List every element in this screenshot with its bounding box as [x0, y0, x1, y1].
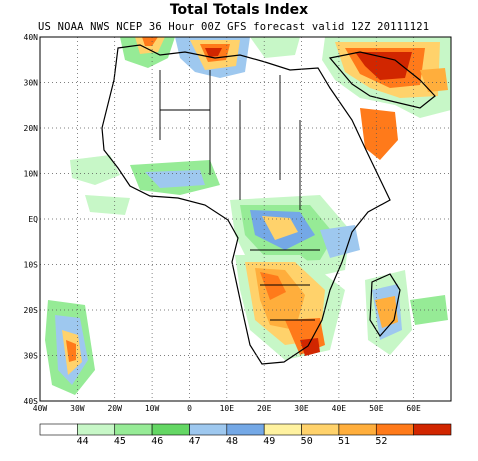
contour-westafrica-1	[70, 155, 120, 185]
colorbar-swatch	[338, 423, 377, 436]
graticule	[40, 37, 451, 401]
map-subtitle: US NOAA NWS NCEP 36 Hour 00Z GFS forecas…	[38, 21, 430, 33]
colorbar-label: 51	[338, 436, 350, 447]
contour-med-east-low	[250, 37, 300, 58]
lon-tick-label: 0	[187, 404, 192, 413]
lon-tick-label: 60E	[406, 404, 421, 413]
lon-tick-label: 20E	[257, 404, 272, 413]
madagascar-coastline	[369, 273, 401, 338]
colorbar-label: 48	[226, 436, 238, 447]
contour-iran	[420, 68, 448, 92]
lat-tick-labels: 40N 30N 20N 10N EQ 10S 20S 30S 40S	[24, 33, 39, 406]
coastline-layer	[101, 44, 436, 365]
colorbar-swatch	[114, 423, 153, 436]
colorbar-swatch	[375, 423, 414, 436]
lon-tick-label: 40E	[332, 404, 347, 413]
plot-frame	[39, 36, 452, 402]
contour-redsea	[360, 108, 398, 160]
contour-med-central-max	[205, 48, 222, 57]
colorbar-label: 49	[263, 436, 275, 447]
contour-southeast-max	[300, 338, 320, 356]
lon-tick-label: 10E	[220, 404, 235, 413]
africa-coastline	[101, 44, 391, 365]
contour-atlantic-1	[85, 195, 130, 215]
lon-tick-label: 40W	[33, 404, 48, 413]
colorbar-label: 46	[151, 436, 163, 447]
colorbar-swatch	[301, 423, 340, 436]
contour-eastafrica	[320, 225, 360, 258]
colorbar-swatch	[77, 423, 116, 436]
lat-tick-label: 40S	[24, 397, 39, 406]
colorbar-labels: 44 45 46 47 48 49 50 51 52	[77, 436, 388, 447]
lat-tick-label: 20N	[24, 124, 39, 133]
lon-tick-label: 10W	[145, 404, 160, 413]
map-title: Total Totals Index	[169, 2, 309, 18]
colorbar-swatch	[189, 423, 228, 436]
lon-tick-label: 50E	[369, 404, 384, 413]
colorbar-label: 52	[375, 436, 387, 447]
lon-tick-labels: 40W 30W 20W 10W 0 10E 20E 30E 40E 50E 60…	[33, 404, 421, 413]
colorbar-label: 47	[189, 436, 201, 447]
arabia-coastline	[328, 51, 436, 109]
lat-tick-label: 30N	[24, 79, 39, 88]
colorbar-swatch	[39, 423, 78, 436]
lat-tick-label: 10S	[24, 261, 39, 270]
contour-med-west-high	[142, 37, 158, 46]
contour-mideast-max	[355, 52, 412, 80]
lon-tick-label: 20W	[107, 404, 122, 413]
contour-central-max	[262, 216, 298, 240]
contour-madagascar-high	[375, 296, 398, 328]
colorbar-swatch	[226, 423, 265, 436]
lon-tick-label: 30W	[70, 404, 85, 413]
colorbar-label: 50	[301, 436, 313, 447]
colorbar	[39, 423, 452, 436]
colorbar-swatch	[151, 423, 190, 436]
contour-south-max	[260, 272, 286, 300]
lat-tick-label: 10N	[24, 170, 39, 179]
lat-tick-label: 20S	[24, 306, 39, 315]
lon-tick-label: 30E	[294, 404, 309, 413]
contour-satlantic-max	[66, 340, 76, 362]
colorbar-label: 45	[114, 436, 126, 447]
lat-tick-label: EQ	[28, 215, 38, 224]
colorbar-swatch	[413, 423, 452, 436]
country-borders	[159, 70, 320, 321]
lat-tick-label: 30S	[24, 352, 39, 361]
lat-tick-label: 40N	[24, 33, 39, 42]
contour-westafrica-3	[145, 170, 205, 188]
colorbar-swatch	[263, 423, 302, 436]
colorbar-label: 44	[77, 436, 89, 447]
